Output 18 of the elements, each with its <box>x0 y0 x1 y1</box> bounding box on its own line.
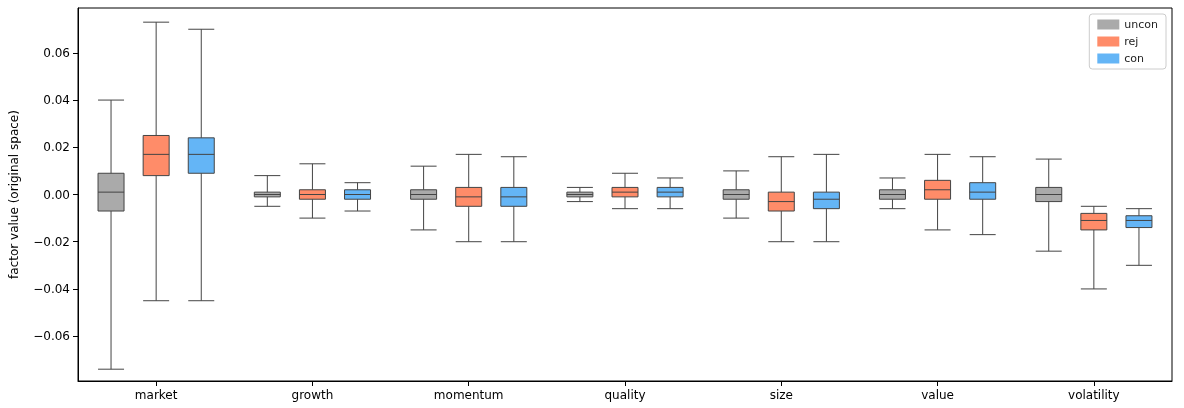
x-tick-label: value <box>921 388 954 402</box>
y-tick-label: −0.06 <box>33 329 70 344</box>
x-tick-label: market <box>134 388 178 402</box>
x-tick-label: momentum <box>433 388 504 402</box>
x-tick-label: growth <box>291 388 334 402</box>
legend-label: rej <box>1124 35 1139 48</box>
y-tick-label: 0.02 <box>43 140 70 155</box>
y-tick-label: −0.04 <box>33 281 70 296</box>
y-tick-label: 0.06 <box>43 45 70 60</box>
legend-label: uncon <box>1124 18 1159 31</box>
y-tick-label: −0.02 <box>33 234 70 249</box>
x-tick-label: quality <box>604 388 646 402</box>
y-tick-label: 0.00 <box>43 187 70 202</box>
x-tick-label: volatility <box>1068 388 1120 402</box>
y-tick-label: 0.04 <box>43 93 70 108</box>
x-tick-label: size <box>769 388 793 402</box>
legend-label: con <box>1124 52 1145 65</box>
y-axis-title: factor value (original space) <box>7 110 21 279</box>
